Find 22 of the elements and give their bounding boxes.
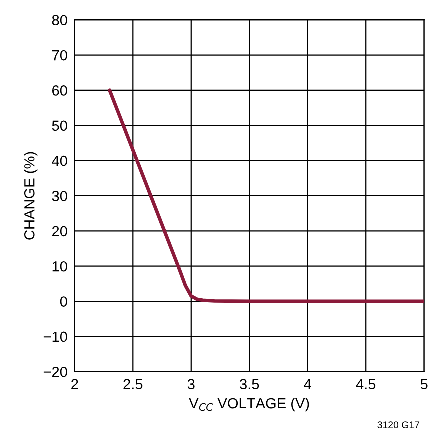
x-tick-label: 2 [72, 379, 78, 390]
line-series [108, 88, 424, 304]
x-tick-label: 3 [188, 379, 195, 390]
y-tick-label: −10 [44, 332, 68, 342]
y-tick-label: −20 [44, 366, 68, 378]
x-axis-title: V$_{CC}$ VOLTAGE (V) [189, 398, 310, 412]
y-tick-label: 40 [52, 156, 68, 166]
y-tick-label: 60 [52, 86, 68, 96]
y-tick-label: 80 [52, 15, 68, 26]
y-axis-title: CHANGE (%) [24, 152, 38, 240]
y-tick-label: 70 [52, 50, 68, 61]
text: 3120 G17 [378, 422, 420, 429]
x-tick-label: 3.5 [240, 379, 260, 390]
x-tick-label: 2.5 [124, 379, 143, 390]
y-tick-label: 50 [52, 120, 68, 132]
x-tick-label: 4.5 [356, 379, 376, 390]
x-tick-label: 5 [420, 379, 428, 390]
y-tick-label: 0 [60, 296, 68, 307]
y-tick-label: 10 [52, 261, 68, 272]
x-tick-label: 4 [304, 379, 312, 390]
y-tick-label: 30 [52, 191, 68, 202]
y-tick-label: 20 [52, 226, 68, 237]
